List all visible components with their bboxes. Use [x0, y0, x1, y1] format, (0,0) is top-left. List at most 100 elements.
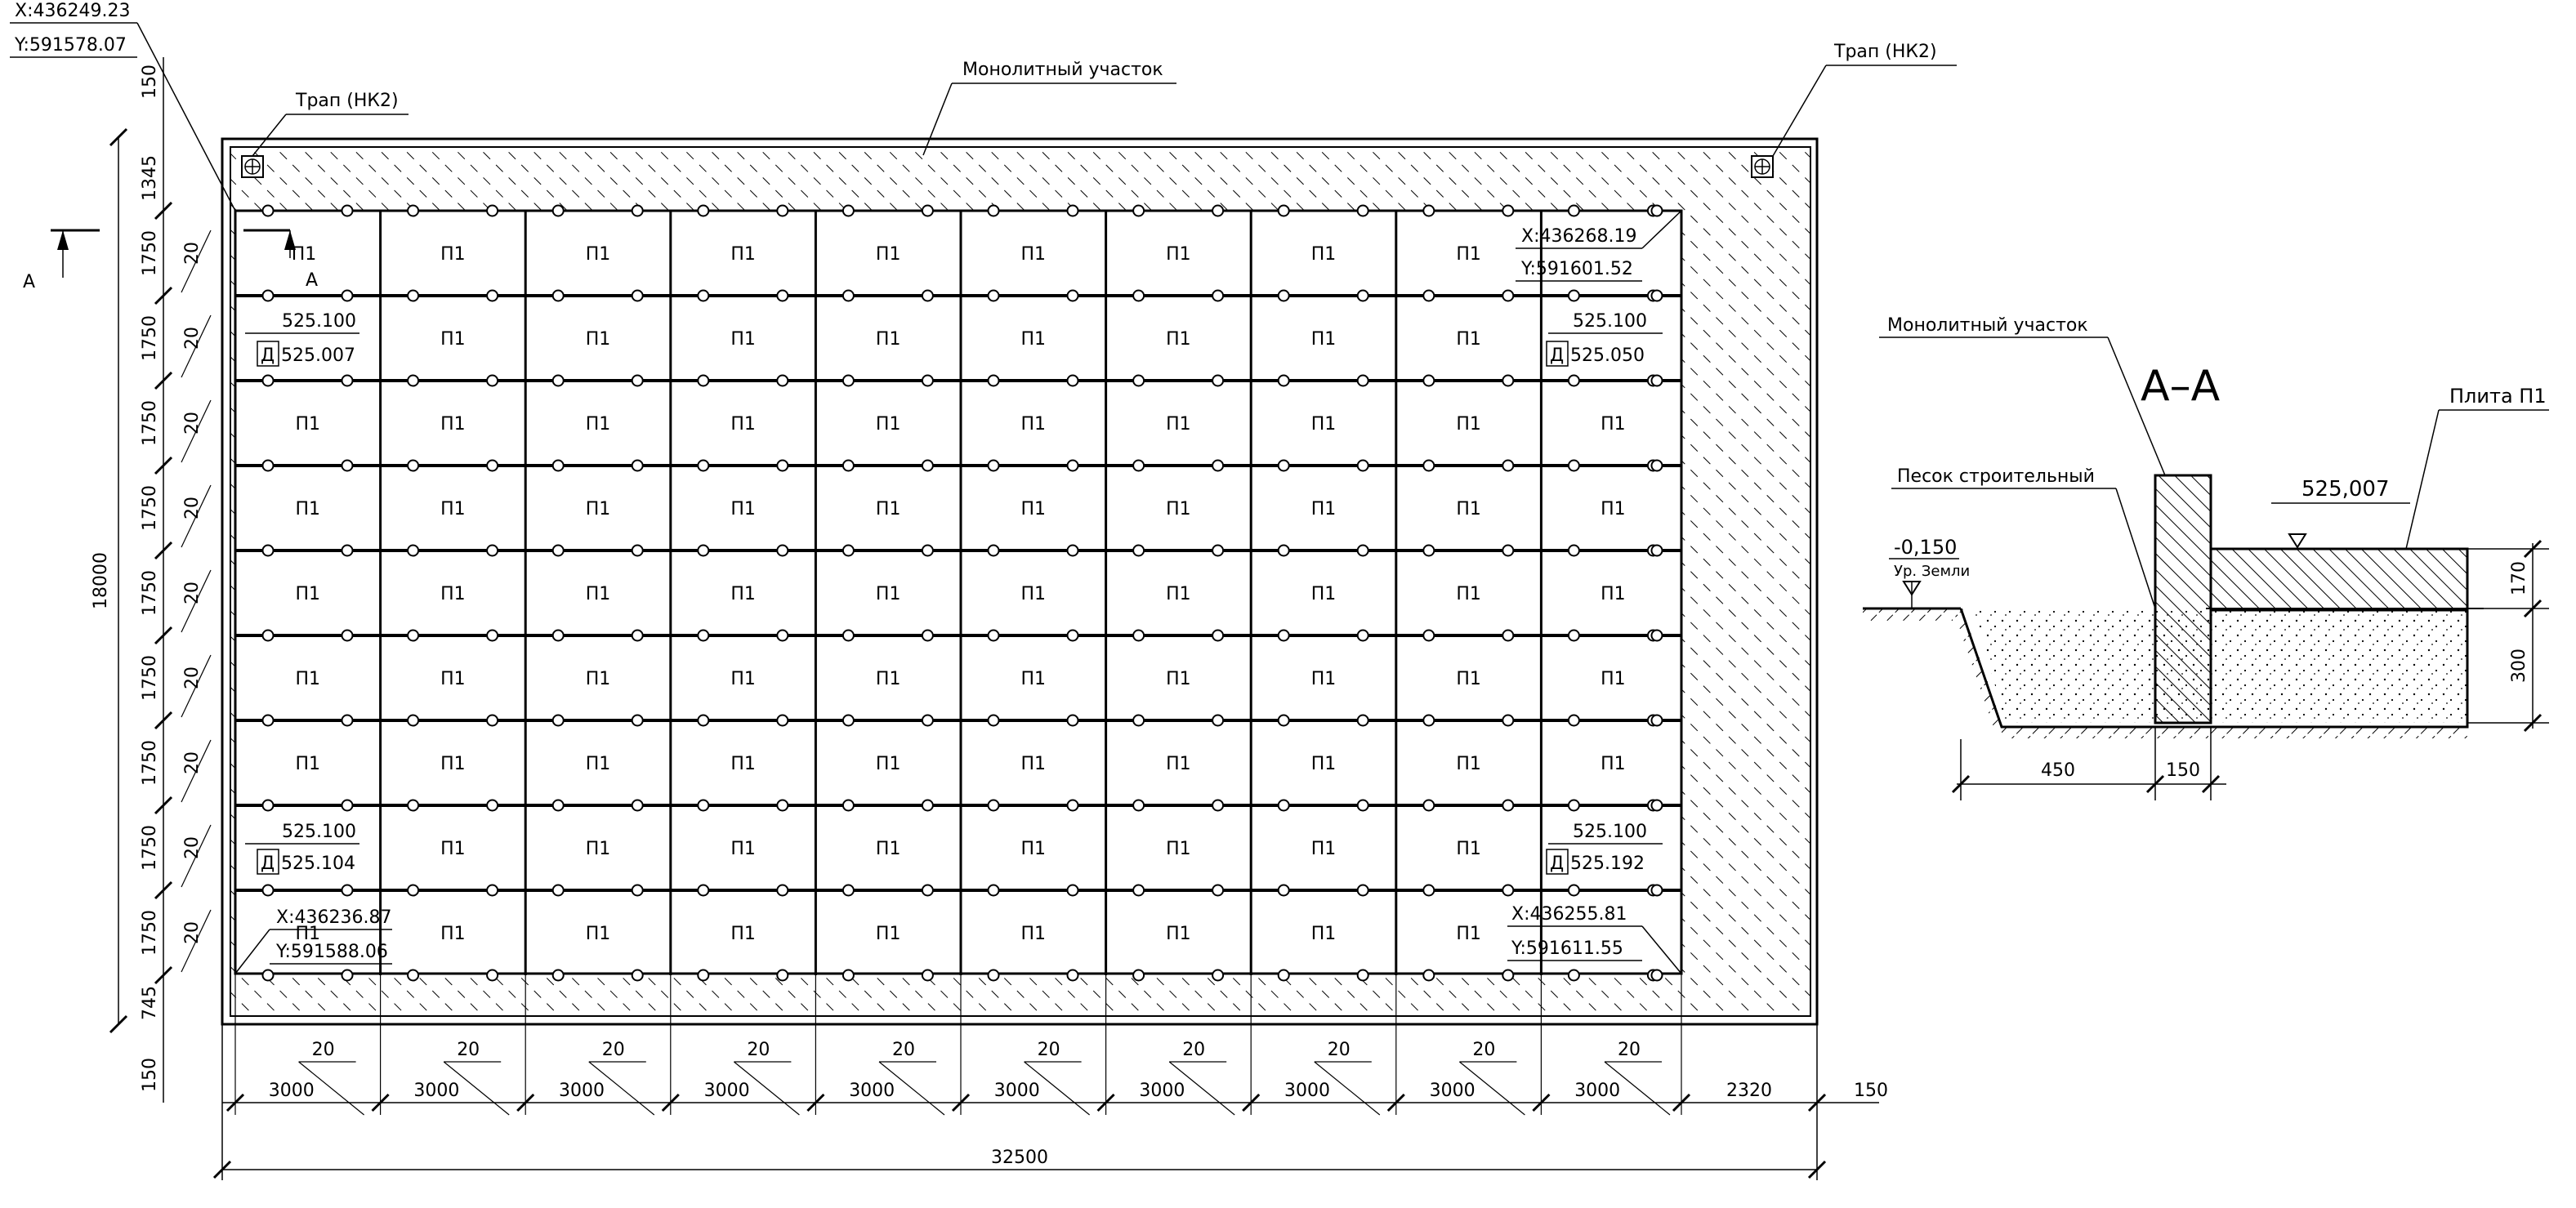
- slab-label: П1: [1021, 244, 1047, 265]
- lifting-loop: [1650, 714, 1663, 727]
- lifting-loop: [921, 884, 934, 897]
- slab-label: П1: [586, 924, 611, 944]
- lifting-loop: [551, 884, 565, 897]
- joint-dimension: 20: [457, 1040, 480, 1060]
- svg-text:Y:591588.06: Y:591588.06: [275, 942, 388, 962]
- dimension-leader: [443, 1061, 510, 1116]
- slab-label: П1: [586, 839, 611, 859]
- slab-label: П1: [1601, 669, 1626, 689]
- lifting-loop: [1277, 289, 1290, 302]
- plan-frame: [221, 137, 1819, 1026]
- lifting-loop: [261, 799, 275, 812]
- lifting-loop: [341, 884, 354, 897]
- lifting-loop: [631, 969, 644, 982]
- lifting-loop: [1502, 289, 1515, 302]
- lifting-loop: [1277, 544, 1290, 557]
- svg-text:Y:591611.55: Y:591611.55: [1511, 938, 1623, 959]
- lifting-loop: [1132, 629, 1145, 642]
- svg-text:X:436249.23: X:436249.23: [15, 1, 130, 21]
- slab-label: П1: [1021, 669, 1047, 689]
- column-dimensions: 3000 20 3000 20 3000 20 3000 20 3000 20 3000 20 3000…: [225, 974, 1827, 1116]
- svg-text:Плита П1: Плита П1: [2449, 385, 2547, 408]
- lifting-loop: [1132, 884, 1145, 897]
- lifting-loop: [1356, 374, 1369, 387]
- svg-text:18000: 18000: [91, 552, 111, 609]
- dimension-tick: [154, 796, 173, 815]
- slab-label: П1: [1166, 669, 1191, 689]
- svg-text:170: 170: [2509, 561, 2529, 595]
- lifting-loop: [1212, 629, 1225, 642]
- slab-label: П1: [730, 924, 756, 944]
- lifting-loop: [486, 884, 499, 897]
- lifting-loop: [1132, 204, 1145, 217]
- slab-label: П1: [440, 414, 466, 435]
- slab-label: П1: [440, 839, 466, 859]
- lifting-loop: [1277, 204, 1290, 217]
- lifting-loop: [631, 714, 644, 727]
- svg-text:Д: Д: [1550, 345, 1564, 366]
- lifting-loop: [1356, 459, 1369, 472]
- joint-dimension: 20: [182, 327, 203, 350]
- lifting-loop: [776, 714, 789, 727]
- lifting-loop: [842, 459, 855, 472]
- lifting-loop: [1422, 884, 1435, 897]
- lifting-loop: [1422, 289, 1435, 302]
- corner-coordinates-top-left: X:436249.23 Y:591578.07: [10, 1, 236, 212]
- lifting-loop: [631, 374, 644, 387]
- lifting-loop: [486, 544, 499, 557]
- slab-label: П1: [730, 669, 756, 689]
- slab-label: П1: [440, 754, 466, 774]
- slab-label: П1: [1456, 839, 1481, 859]
- lifting-loop: [631, 289, 644, 302]
- lifting-loop: [1132, 714, 1145, 727]
- slab-label: П1: [730, 499, 756, 519]
- elevation-bottom-right: 525.100 Д 525.192: [1546, 822, 1663, 875]
- lifting-loop: [341, 204, 354, 217]
- dimension-leader: [181, 399, 212, 463]
- lifting-loop: [486, 969, 499, 982]
- lifting-loop: [697, 969, 710, 982]
- lifting-loop: [1650, 459, 1663, 472]
- slab-label: П1: [586, 414, 611, 435]
- lifting-loop: [1650, 629, 1663, 642]
- lifting-loop: [1132, 374, 1145, 387]
- lifting-loop: [1066, 204, 1079, 217]
- joint-dimension: 20: [1472, 1040, 1495, 1060]
- lifting-loop: [1212, 799, 1225, 812]
- lifting-loop: [1567, 204, 1580, 217]
- slab-label: П1: [730, 414, 756, 435]
- dimension-leader: [878, 1061, 945, 1116]
- lifting-loop: [1277, 714, 1290, 727]
- lifting-loop: [1502, 204, 1515, 217]
- lifting-loop: [407, 459, 420, 472]
- svg-text:450: 450: [2041, 760, 2075, 781]
- corner-coordinates-top-right: X:436268.19 Y:591601.52: [1516, 210, 1682, 282]
- lifting-loop: [921, 799, 934, 812]
- lifting-loop: [551, 374, 565, 387]
- lifting-loop: [776, 544, 789, 557]
- joint-dimension: 20: [312, 1040, 335, 1060]
- lifting-loop: [1650, 799, 1663, 812]
- lifting-loop: [697, 544, 710, 557]
- slab-label: П1: [1021, 329, 1047, 350]
- lifting-loop: [1650, 204, 1663, 217]
- dimension-tick: [154, 541, 173, 560]
- slab-label: П1: [1166, 584, 1191, 604]
- lifting-loop: [1212, 544, 1225, 557]
- slab-label: П1: [876, 669, 901, 689]
- lifting-loop: [1212, 459, 1225, 472]
- slab-label: П1: [1021, 839, 1047, 859]
- slab-label: П1: [1166, 244, 1191, 265]
- lifting-loop: [1650, 969, 1663, 982]
- slab-label: П1: [1311, 669, 1337, 689]
- lifting-loop: [697, 204, 710, 217]
- column-dimension: 3000: [269, 1081, 315, 1101]
- joint-dimension: 20: [182, 751, 203, 774]
- slab-label: П1: [1311, 924, 1337, 944]
- column-dimension: 3000: [1139, 1081, 1185, 1101]
- lifting-loop: [1502, 799, 1515, 812]
- slab-label: П1: [440, 584, 466, 604]
- dimension-tick: [154, 371, 173, 390]
- column-dimension: 3000: [1574, 1081, 1620, 1101]
- lifting-loop: [631, 204, 644, 217]
